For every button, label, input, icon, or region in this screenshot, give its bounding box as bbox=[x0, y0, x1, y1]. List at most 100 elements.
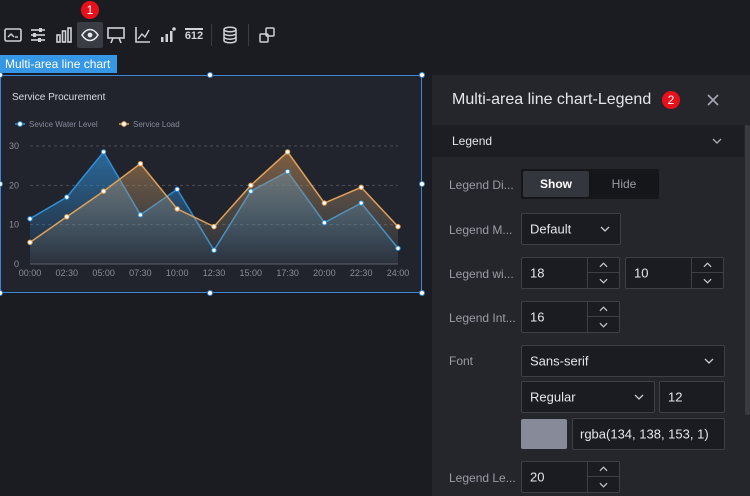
x-tick-label: 22:30 bbox=[350, 268, 373, 278]
font-size-value: 12 bbox=[668, 389, 683, 405]
resize-handle-bl[interactable] bbox=[0, 290, 3, 296]
chevron-down-icon bbox=[634, 394, 644, 400]
chart-title: Service Procurement bbox=[12, 92, 106, 103]
data-point bbox=[64, 214, 70, 220]
resize-handle-br[interactable] bbox=[419, 290, 425, 296]
interaction-icon[interactable] bbox=[254, 22, 280, 48]
y-tick-label: 20 bbox=[9, 180, 19, 190]
chevron-down-icon bbox=[704, 358, 714, 364]
axis-icon[interactable] bbox=[129, 22, 155, 48]
data-point bbox=[100, 149, 107, 155]
step-badge-1: 1 bbox=[81, 1, 99, 19]
data-point bbox=[395, 245, 401, 251]
show-option[interactable]: Show bbox=[523, 171, 589, 197]
chevron-down-icon[interactable] bbox=[588, 477, 619, 492]
chevron-up-icon[interactable] bbox=[588, 462, 619, 477]
data-point bbox=[248, 188, 254, 194]
legend-width-stepper[interactable] bbox=[587, 258, 619, 288]
toolbar-separator bbox=[248, 24, 249, 46]
font-family-select[interactable]: Sans-serif bbox=[521, 345, 725, 377]
y-axis-ticks: 0 10 20 30 bbox=[9, 141, 19, 269]
chart-areas bbox=[27, 149, 401, 264]
legend-label: Sevice Water Level bbox=[29, 120, 98, 129]
x-tick-label: 00:00 bbox=[19, 268, 42, 278]
font-color-swatch[interactable] bbox=[521, 419, 567, 449]
legend-interval-value: 16 bbox=[530, 309, 545, 325]
chevron-down-icon[interactable] bbox=[588, 317, 619, 332]
data-label-icon[interactable] bbox=[155, 22, 181, 48]
legend-interval-label: Legend Int... bbox=[449, 311, 516, 325]
chevron-down-icon[interactable] bbox=[588, 273, 619, 288]
legend-interval-stepper[interactable] bbox=[587, 302, 619, 332]
data-point bbox=[137, 161, 144, 167]
close-icon[interactable] bbox=[706, 93, 720, 107]
section-title: Legend bbox=[452, 134, 493, 148]
resize-handle-t[interactable] bbox=[207, 72, 213, 78]
legend-marker bbox=[121, 121, 127, 127]
resize-handle-r[interactable] bbox=[419, 181, 425, 187]
font-size-input[interactable]: 12 bbox=[659, 381, 725, 413]
legend-width-input[interactable]: 18 bbox=[521, 257, 620, 289]
y-tick-label: 10 bbox=[9, 220, 19, 230]
chart-name-tag[interactable]: Multi-area line chart bbox=[0, 55, 118, 73]
data-point bbox=[27, 216, 33, 222]
data-point bbox=[395, 223, 401, 230]
chevron-down-icon bbox=[712, 138, 722, 144]
legend-mode-select[interactable]: Default bbox=[521, 213, 621, 245]
data-point bbox=[321, 220, 328, 226]
font-family-value: Sans-serif bbox=[530, 353, 589, 369]
hide-option[interactable]: Hide bbox=[611, 177, 637, 191]
database-icon[interactable] bbox=[217, 22, 243, 48]
x-tick-label: 24:00 bbox=[387, 268, 410, 278]
chart-legend: Sevice Water Level Service Load bbox=[15, 120, 180, 129]
legend-height-value: 10 bbox=[634, 265, 649, 281]
title-icon[interactable] bbox=[0, 22, 26, 48]
number-612-label: 612 bbox=[184, 28, 204, 42]
y-tick-label: 0 bbox=[14, 259, 19, 269]
chevron-up-icon[interactable] bbox=[692, 258, 723, 273]
chevron-up-icon[interactable] bbox=[588, 302, 619, 317]
font-color-input[interactable]: rgba(134, 138, 153, 1) bbox=[572, 418, 725, 450]
legend-mode-label: Legend M... bbox=[449, 223, 513, 237]
resize-handle-b[interactable] bbox=[207, 290, 213, 296]
chevron-up-icon[interactable] bbox=[588, 258, 619, 273]
legend-length-value: 20 bbox=[530, 469, 545, 485]
legend-height-input[interactable]: 10 bbox=[625, 257, 724, 289]
chart-component[interactable]: Service Procurement Sevice Water Level Se… bbox=[0, 75, 422, 293]
panel-title: Multi-area line chart-Legend bbox=[452, 91, 652, 108]
x-tick-label: 05:00 bbox=[92, 268, 115, 278]
eye-icon[interactable] bbox=[77, 22, 103, 48]
data-point bbox=[100, 188, 107, 194]
data-point bbox=[174, 206, 180, 212]
data-point bbox=[27, 239, 33, 246]
chart-svg: Service Procurement Sevice Water Level Se… bbox=[9, 92, 410, 278]
toolbar-separator bbox=[211, 24, 212, 46]
number-612-icon[interactable]: 612 bbox=[181, 22, 207, 48]
x-tick-label: 10:00 bbox=[166, 268, 189, 278]
x-axis-ticks: 00:00 02:30 05:00 07:30 10:00 12:30 15:00 17:30… bbox=[19, 268, 410, 278]
legend-display-toggle[interactable]: Show Hide bbox=[521, 169, 659, 199]
legend-length-input[interactable]: 20 bbox=[521, 461, 620, 493]
font-weight-select[interactable]: Regular bbox=[521, 381, 655, 413]
x-tick-label: 17:30 bbox=[276, 268, 299, 278]
panel-scrollbar[interactable] bbox=[745, 125, 750, 415]
sliders-icon[interactable] bbox=[25, 22, 51, 48]
x-tick-label: 02:30 bbox=[56, 268, 79, 278]
data-point bbox=[284, 149, 291, 155]
legend-section-header[interactable]: Legend bbox=[432, 125, 744, 157]
resize-handle-l[interactable] bbox=[0, 181, 3, 187]
legend-mode-value: Default bbox=[530, 221, 572, 237]
legend-label: Service Load bbox=[133, 120, 180, 129]
legend-height-stepper[interactable] bbox=[691, 258, 723, 288]
bar-chart-icon[interactable] bbox=[51, 22, 77, 48]
data-point bbox=[211, 223, 217, 230]
legend-length-stepper[interactable] bbox=[587, 462, 619, 492]
legend-display-label: Legend Di... bbox=[449, 178, 514, 192]
resize-handle-tl[interactable] bbox=[0, 72, 3, 78]
data-point bbox=[358, 200, 364, 206]
tooltip-icon[interactable] bbox=[103, 22, 129, 48]
legend-interval-input[interactable]: 16 bbox=[521, 301, 620, 333]
chevron-down-icon[interactable] bbox=[692, 273, 723, 288]
resize-handle-tr[interactable] bbox=[419, 72, 425, 78]
x-tick-label: 12:30 bbox=[203, 268, 226, 278]
